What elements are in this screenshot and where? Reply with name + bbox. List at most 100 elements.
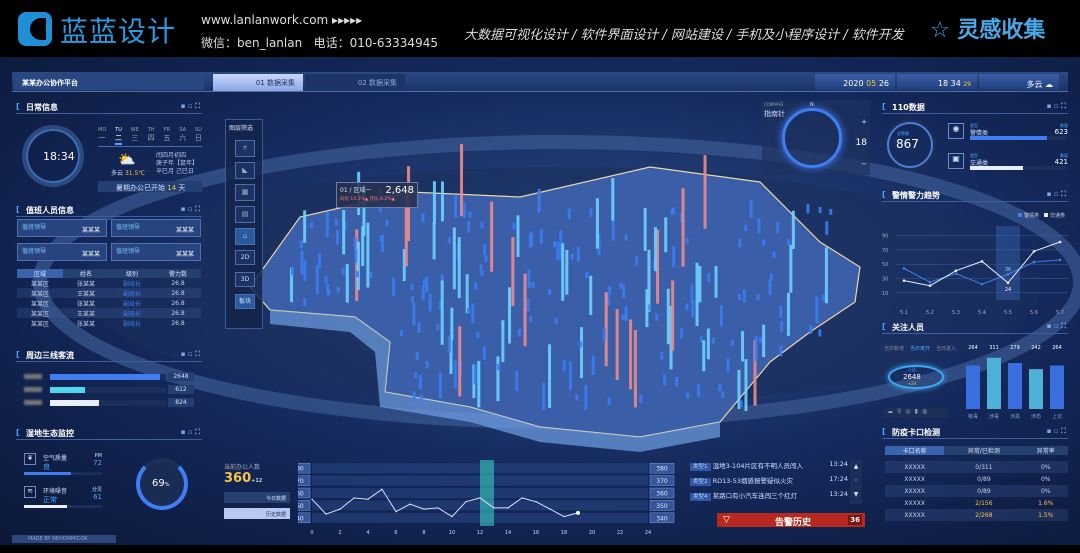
window-controls[interactable]: ▪ ▫ ⛶ xyxy=(180,350,200,358)
layer-pin-icon[interactable]: ⌾ xyxy=(235,140,255,157)
duty-card[interactable]: 值班领导 某某某 xyxy=(111,243,201,261)
weekday[interactable]: TU 二 xyxy=(115,127,123,145)
map-bar xyxy=(468,211,472,218)
mode-button[interactable]: 板块 xyxy=(235,294,255,309)
zoom-in-button[interactable]: + xyxy=(861,118,867,126)
col-header[interactable]: 卡口名称 xyxy=(885,446,945,455)
today-data-button[interactable]: 今日数据 xyxy=(224,492,290,503)
map-bar xyxy=(604,292,608,367)
weekday[interactable]: WE 三 xyxy=(130,127,139,142)
table-cell: 副局长 xyxy=(122,320,141,328)
table-row[interactable]: XXXXX 0/311 0% xyxy=(885,461,1068,473)
focus-toolbar[interactable]: ☁⚲◎▮◍ xyxy=(884,408,948,418)
map-bar xyxy=(480,269,484,277)
weekday[interactable]: FR 五 xyxy=(163,127,171,142)
service-item[interactable]: 软件界面设计 xyxy=(580,28,659,43)
alert-item[interactable]: 类型2 RD13-53烟感报警疑似火灾 17:24 xyxy=(690,475,850,490)
office-point xyxy=(563,515,565,518)
service-item[interactable]: 大数据可视化设计 xyxy=(464,28,569,43)
map-bar xyxy=(789,244,793,293)
duty-card[interactable]: 值班领导 某某某 xyxy=(17,243,107,261)
office-chart: 3803803703703603603503503403400246810121… xyxy=(298,460,675,534)
map-bar xyxy=(597,233,601,256)
weekday[interactable]: TH 四 xyxy=(147,127,155,142)
map-bar xyxy=(315,264,319,295)
weekday[interactable]: SA 六 xyxy=(179,127,187,142)
col-header[interactable]: 区域 xyxy=(17,269,63,278)
window-controls[interactable]: ▪ ▫ ⛶ xyxy=(1046,190,1066,198)
website-link[interactable]: www.lanlanwork.com ▸▸▸▸▸ xyxy=(201,13,363,27)
layer-chart-icon[interactable]: ⌂ xyxy=(235,228,255,245)
ytick-label: 90 xyxy=(882,234,888,240)
map-bar xyxy=(303,210,307,243)
window-controls[interactable]: ▪ ▫ ⛶ xyxy=(180,205,200,213)
mode-button[interactable]: 3D xyxy=(235,272,255,287)
office-point xyxy=(395,511,397,513)
history-data-button[interactable]: 历史数据 xyxy=(224,508,290,519)
compass-dial[interactable] xyxy=(782,108,842,168)
tab-focus[interactable]: 当日进入 xyxy=(936,346,957,352)
layer-heat-icon[interactable]: ◣ xyxy=(235,162,255,179)
table-row[interactable]: 某某区 王某某 副局长 26.8 xyxy=(17,308,201,318)
window-controls[interactable]: ▪ ▫ ⛶ xyxy=(1046,102,1066,110)
map-bar xyxy=(496,356,500,402)
office-point xyxy=(465,501,467,503)
window-controls[interactable]: ▪ ▫ ⛶ xyxy=(1046,322,1066,330)
table-row[interactable]: XXXXX 2/156 1.6% xyxy=(885,497,1068,509)
table-row[interactable]: 某某区 张某某 副局长 26.8 xyxy=(17,318,201,328)
noise: 环境噪音 正常 xyxy=(43,488,68,504)
map-bar xyxy=(570,253,574,260)
map-region-edge xyxy=(270,310,720,452)
mode-button[interactable]: 2D xyxy=(235,250,255,265)
map-bar xyxy=(711,337,715,344)
duty-card[interactable]: 值班领导 某某某 xyxy=(111,219,201,237)
trend-point xyxy=(1006,281,1010,285)
col-header[interactable]: 异常/已检测 xyxy=(944,446,1024,455)
focus-tabs: 当日新增 当日离开 当日进入 xyxy=(884,345,956,352)
alert-item[interactable]: 类型4 某路口有小汽车连闯三个红灯 13:24 xyxy=(690,490,850,505)
service-item[interactable]: 软件开发 xyxy=(851,28,904,43)
col-header[interactable]: 级别 xyxy=(109,269,155,278)
focus-title: 关注人员▪ ▫ ⛶ xyxy=(882,322,1068,334)
focus-bar xyxy=(1029,369,1043,409)
tab-data-1[interactable]: 01 数据采集 xyxy=(213,74,303,91)
weekday[interactable]: SU 日 xyxy=(194,127,202,142)
map-bar xyxy=(719,305,723,327)
col-header[interactable]: 警力数 xyxy=(155,269,201,278)
window-controls[interactable]: ▪ ▫ ⛶ xyxy=(180,102,200,110)
table-row[interactable]: XXXXX 2/268 1.5% xyxy=(885,509,1068,521)
tab-focus[interactable]: 当日离开 xyxy=(910,346,931,352)
tab-data-2[interactable]: 02 数据采集 xyxy=(305,74,405,91)
alert-item[interactable]: 类型1 湿地3-104片区有不明人员闯入 13:24 xyxy=(690,460,850,475)
map-bar xyxy=(818,329,822,337)
window-controls[interactable]: ▪ ▫ ⛶ xyxy=(1046,427,1066,435)
service-item[interactable]: 手机及小程序设计 xyxy=(735,28,840,43)
xtick-label: 5.6 xyxy=(1030,310,1038,316)
map-bar xyxy=(589,275,593,316)
duty-card[interactable]: 值班领导 某某某 xyxy=(17,219,107,237)
window-controls[interactable]: ▪ ▫ ⛶ xyxy=(180,428,200,436)
table-row[interactable]: 某某区 张某某 副局长 26.8 xyxy=(17,298,201,308)
zoom-out-button[interactable]: − xyxy=(861,160,867,168)
alert-scroll[interactable]: ▲ ◦ ▼ xyxy=(850,460,862,504)
alarm-history-button[interactable]: ▽ 告警历史 36 xyxy=(717,513,865,528)
table-row[interactable]: 某某区 王某某 副局长 26.8 xyxy=(17,288,201,298)
table-row[interactable]: XXXXX 0/89 0% xyxy=(885,485,1068,497)
bar-value: 264 xyxy=(1052,345,1062,351)
table-cell: 王某某 xyxy=(63,288,109,298)
air-quality: 空气质量良 xyxy=(43,455,68,471)
map-bar xyxy=(460,144,464,217)
map-bar xyxy=(611,178,615,221)
table-row[interactable]: 某某区 张某某 副局长 26.8 xyxy=(17,278,201,288)
map-area[interactable] xyxy=(0,92,1080,547)
weekday[interactable]: MO 一 xyxy=(98,127,107,142)
table-row[interactable]: XXXXX 0/89 0% xyxy=(885,473,1068,485)
tab-focus[interactable]: 当日新增 xyxy=(884,346,905,352)
col-header[interactable]: 姓名 xyxy=(63,269,109,278)
map-bar xyxy=(453,360,457,389)
service-item[interactable]: 网站建设 xyxy=(670,28,723,43)
col-header[interactable]: 异常率 xyxy=(1023,446,1068,455)
map-bar xyxy=(553,241,557,248)
layer-grid-icon[interactable]: ▦ xyxy=(235,184,255,201)
layer-building-icon[interactable]: ▤ xyxy=(235,206,255,223)
